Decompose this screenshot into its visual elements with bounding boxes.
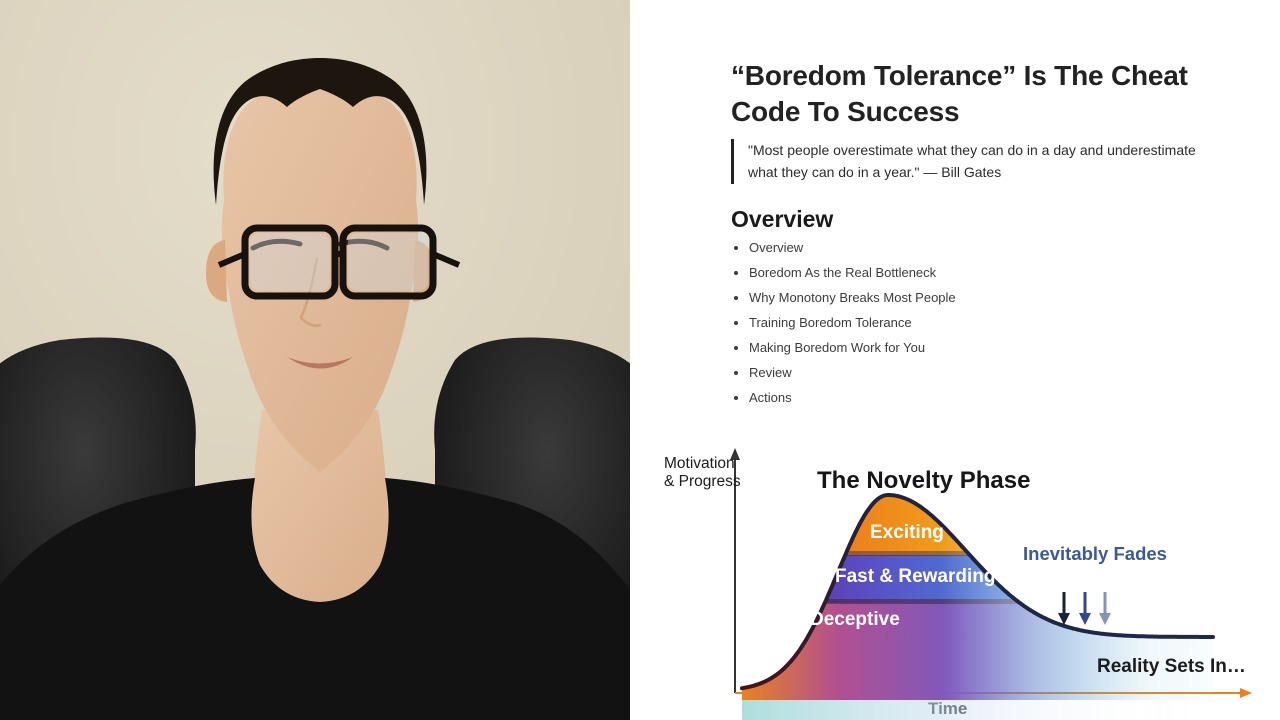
svg-text:Inevitably Fades: Inevitably Fades — [1023, 543, 1167, 564]
svg-text:Exciting: Exciting — [870, 522, 944, 543]
svg-text:& Progress: & Progress — [664, 473, 741, 490]
svg-text:The Novelty Phase: The Novelty Phase — [817, 467, 1030, 494]
svg-text:Reality Sets In…: Reality Sets In… — [1097, 656, 1246, 677]
svg-text:Deceptive: Deceptive — [810, 609, 900, 630]
svg-text:Motivation: Motivation — [664, 455, 735, 472]
svg-text:Fast & Rewarding: Fast & Rewarding — [835, 566, 995, 587]
